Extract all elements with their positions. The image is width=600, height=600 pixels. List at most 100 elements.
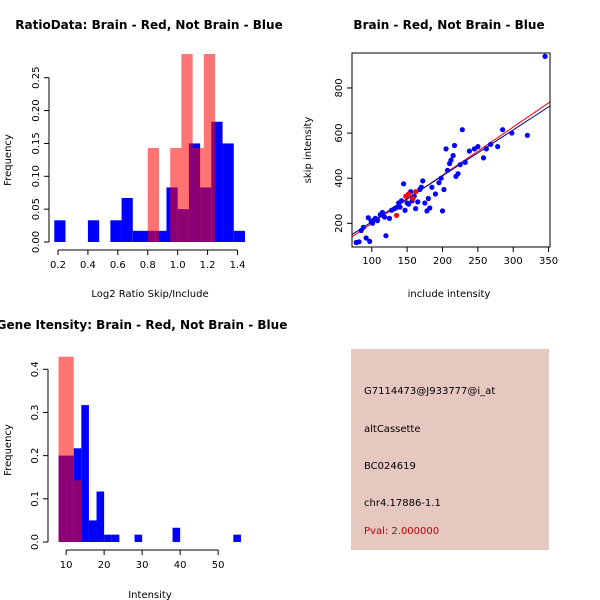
ratio-x-tick-label: 1.0: [170, 260, 186, 271]
gene-not-brain-bar: [96, 491, 105, 542]
probe-info-panel: G7114473@J933777@i_at altCassette BC0246…: [351, 349, 549, 550]
ratio-y-tick-label: 0.00: [31, 231, 42, 253]
ratio-brain-bar: [203, 54, 216, 242]
scatter-y-tick-label: 600: [334, 124, 345, 143]
scatter-point-not-brain: [398, 198, 405, 204]
scatter-x-tick-label: 150: [398, 256, 417, 267]
gene-brain-bar: [73, 480, 82, 542]
ratio-histogram: RatioData: Brain - Red, Not Brain - Blue…: [3, 18, 283, 300]
scatter-point-not-brain: [383, 233, 389, 239]
gene-x-tick-label: 40: [174, 560, 187, 571]
gene-intensity-xlabel: Intensity: [128, 590, 172, 600]
ratio-x-tick-label: 1.4: [230, 260, 246, 271]
ratio-brain-bar: [147, 148, 159, 242]
scatter-point-not-brain: [401, 181, 407, 187]
probe-id: G7114473@J933777@i_at: [364, 386, 496, 397]
scatter-ylabel: skip intensity: [303, 117, 314, 184]
scatter-point-not-brain: [457, 162, 463, 168]
scatter-y-tick-label: 800: [334, 78, 345, 97]
scatter-x-tick-label: 200: [433, 256, 452, 267]
ratio-histogram-xlabel: Log2 Ratio Skip/Include: [91, 289, 208, 300]
scatter-point-not-brain: [425, 195, 431, 202]
scatter-fit-line-brain: [351, 101, 551, 238]
ratio-not-brain-bar: [121, 197, 133, 242]
scatter-point-not-brain: [405, 201, 412, 207]
scatter-x-tick-label: 350: [539, 256, 558, 267]
ratio-x-tick-label: 1.2: [200, 260, 216, 271]
ratio-x-tick-label: 0.2: [50, 260, 66, 271]
scatter-point-not-brain: [439, 208, 446, 214]
scatter-y-tick-label: 400: [334, 169, 345, 188]
scatter-point-not-brain: [415, 199, 421, 205]
ratio-x-tick-label: 0.6: [110, 260, 126, 271]
gene-y-tick-label: 0.3: [30, 405, 41, 421]
scatter-point-not-brain: [443, 146, 449, 152]
gene-y-tick-label: 0.4: [30, 361, 41, 377]
scatter-point-not-brain: [422, 200, 428, 206]
scatter-point-not-brain: [413, 206, 419, 212]
scatter-points: [353, 53, 548, 246]
scatter-point-brain: [405, 191, 412, 197]
scatter-point-not-brain: [450, 153, 456, 159]
scatter-plot-box: [351, 52, 551, 248]
ratio-histogram-title: RatioData: Brain - Red, Not Brain - Blue: [15, 18, 282, 32]
scatter-point-not-brain: [420, 178, 426, 184]
gene-intensity-bars: [58, 356, 241, 542]
ratio-not-brain-bar: [132, 230, 145, 242]
scatter-point-not-brain: [462, 159, 468, 166]
scatter-xlabel: include intensity: [408, 289, 491, 300]
gene-not-brain-bar: [88, 520, 97, 542]
gene-not-brain-bar: [134, 534, 143, 542]
scatter-point-not-brain: [402, 207, 408, 213]
scatter-point-not-brain: [524, 132, 530, 138]
ratio-brain-bar: [170, 148, 182, 242]
ratio-histogram-bars: [54, 54, 245, 242]
scatter-x-tick-label: 300: [504, 256, 523, 267]
scatter-y-tick-label: 200: [334, 214, 345, 233]
ratio-y-tick-label: 0.05: [31, 198, 42, 220]
ratio-y-tick-label: 0.15: [31, 132, 42, 154]
genomic-location: chr4.17886-1.1: [364, 498, 441, 509]
scatter-point-not-brain: [455, 171, 461, 177]
scatter-point-not-brain: [356, 239, 362, 245]
scatter-point-not-brain: [509, 130, 515, 136]
gene-not-brain-bar: [233, 534, 241, 542]
scatter-point-not-brain: [444, 167, 451, 173]
ratio-x-tick-label: 0.8: [140, 260, 156, 271]
scatter-point-not-brain: [448, 157, 454, 163]
gene-brain-bar: [66, 356, 74, 542]
scatter-point-not-brain: [438, 175, 444, 181]
scatter-point-not-brain: [441, 186, 447, 193]
scatter-point-not-brain: [374, 218, 381, 224]
scatter-fit-lines: [351, 101, 551, 238]
scatter-point-not-brain: [427, 205, 433, 211]
scatter-x-tick-label: 100: [362, 256, 381, 267]
ratio-brain-bar: [192, 148, 204, 242]
gene-x-tick-label: 10: [60, 560, 73, 571]
scatter-point-not-brain: [483, 146, 489, 152]
scatter-point-not-brain: [451, 142, 458, 149]
ratio-not-brain-bar: [87, 220, 100, 242]
ratio-brain-bar: [181, 54, 193, 242]
scatter-point-not-brain: [488, 141, 494, 147]
scatter-point-not-brain: [500, 127, 506, 133]
scatter-axes: 100 150 200 250 300 350 200 400 600 800: [334, 52, 558, 267]
gene-brain-bar: [58, 356, 67, 542]
gene-y-tick-label: 0.0: [30, 534, 41, 550]
scatter-title: Brain - Red, Not Brain - Blue: [353, 18, 544, 32]
intensity-scatter-plot: Brain - Red, Not Brain - Blue 100 150 200 2…: [303, 18, 558, 300]
scatter-point-not-brain: [386, 215, 393, 221]
ratio-histogram-axes: 0.2 0.4 0.6 0.8 1.0 1.2 1.4 0.00 0.05 0.10 0.15 0.2…: [31, 67, 245, 271]
ratio-y-tick-label: 0.25: [31, 67, 42, 89]
gene-not-brain-bar: [172, 527, 181, 542]
gene-y-tick-label: 0.1: [30, 491, 41, 507]
scatter-point-brain: [410, 195, 416, 202]
scatter-point-not-brain: [542, 53, 548, 59]
scatter-fit-line-not-brain: [351, 105, 551, 236]
pval-text: Pval: 2.000000: [364, 526, 440, 537]
ratio-not-brain-bar: [211, 121, 223, 242]
ratio-not-brain-bar: [222, 143, 234, 242]
scatter-point-not-brain: [367, 238, 373, 244]
scatter-point-not-brain: [495, 144, 501, 150]
gene-intensity-histogram: Gene Itensity: Brain - Red, Not Brain - …: [0, 318, 287, 600]
